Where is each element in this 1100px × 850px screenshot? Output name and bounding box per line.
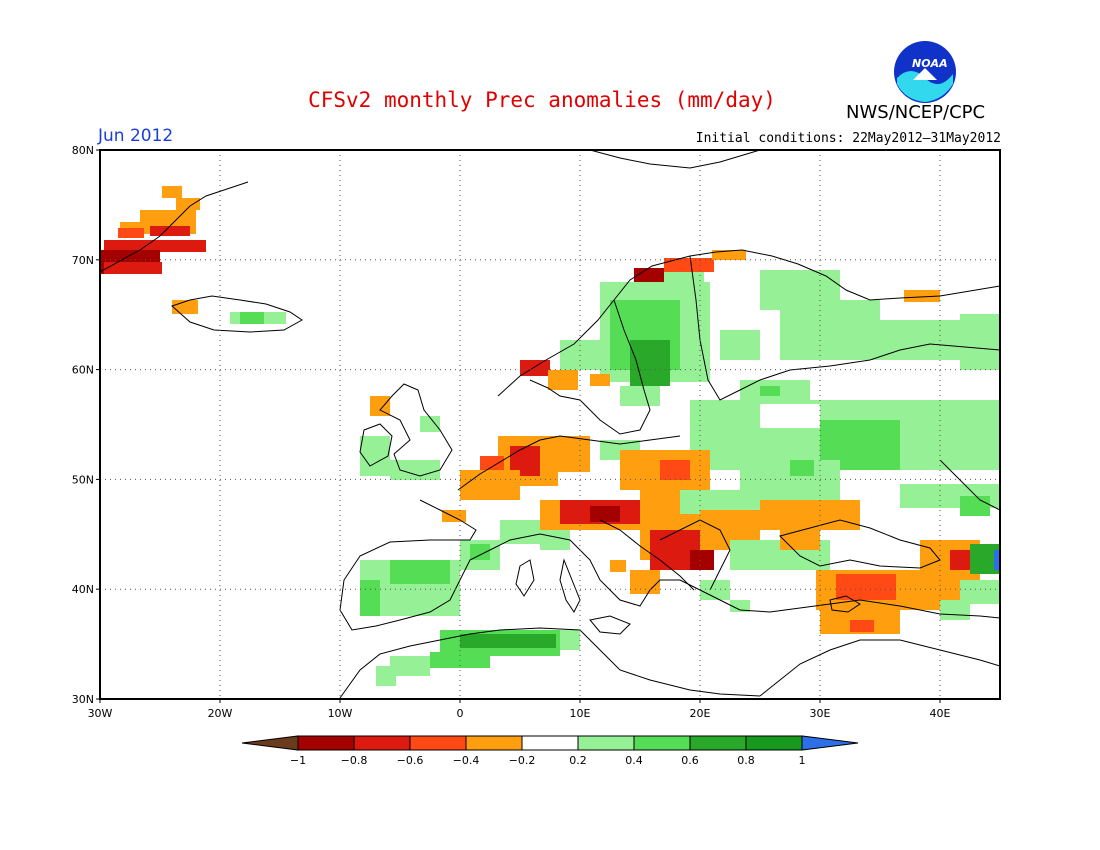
colorbar-segment [633, 735, 691, 751]
longitude-label: 20W [208, 707, 233, 720]
noaa-logo-icon [894, 41, 956, 103]
latitude-label: 40N [72, 583, 94, 596]
colorbar-right-arrow [801, 735, 859, 751]
colorbar-segment [745, 735, 803, 751]
colorbar: −1 −0.8 −0.6 −0.4 −0.2 0.2 0.4 0.6 0.8 1 [241, 735, 859, 767]
longitude-label: 0 [457, 707, 464, 720]
colorbar-tick-label: −0.6 [397, 754, 424, 767]
colorbar-segment [465, 735, 523, 751]
latitude-label: 60N [72, 364, 94, 377]
colorbar-tick-label: 0.4 [625, 754, 643, 767]
latitude-labels: 80N 70N 60N 50N 40N 30N [72, 144, 100, 706]
initial-conditions-label: Initial conditions: 22May2012–31May2012 [695, 131, 1001, 146]
noaa-logo-text: NOAA [912, 57, 948, 70]
latitude-label: 70N [72, 254, 94, 267]
colorbar-tick-label: −0.8 [341, 754, 368, 767]
colorbar-tick-label: −0.2 [509, 754, 536, 767]
colorbar-segment [297, 735, 355, 751]
colorbar-segment [577, 735, 635, 751]
colorbar-left-arrow [241, 735, 299, 751]
colorbar-tick-label: 1 [799, 754, 806, 767]
colorbar-segment [409, 735, 467, 751]
coastlines [100, 150, 1000, 699]
longitude-labels: 30W 20W 10W 0 10E 20E 30E 40E [88, 699, 951, 720]
longitude-label: 30W [88, 707, 113, 720]
colorbar-tick-label: 0.2 [569, 754, 587, 767]
longitude-label: 40E [930, 707, 951, 720]
longitude-label: 20E [690, 707, 711, 720]
colorbar-tick-label: 0.6 [681, 754, 699, 767]
longitude-label: 30E [810, 707, 831, 720]
colorbar-tick-label: −0.4 [453, 754, 480, 767]
colorbar-tick-label: −1 [290, 754, 306, 767]
latitude-label: 80N [72, 144, 94, 157]
latitude-label: 50N [72, 473, 94, 486]
longitude-label: 10W [328, 707, 353, 720]
colorbar-tick-label: 0.8 [737, 754, 755, 767]
colorbar-segment [353, 735, 411, 751]
anomaly-shading [100, 186, 1000, 686]
graticule [100, 150, 1000, 699]
agency-label: NWS/NCEP/CPC [846, 102, 986, 123]
latitude-label: 30N [72, 693, 94, 706]
longitude-label: 10E [570, 707, 591, 720]
map-title: CFSv2 monthly Prec anomalies (mm/day) [308, 88, 776, 112]
forecast-month-label: Jun 2012 [98, 126, 174, 146]
colorbar-segment [521, 735, 579, 751]
map-frame [99, 149, 1001, 700]
colorbar-segment [689, 735, 747, 751]
